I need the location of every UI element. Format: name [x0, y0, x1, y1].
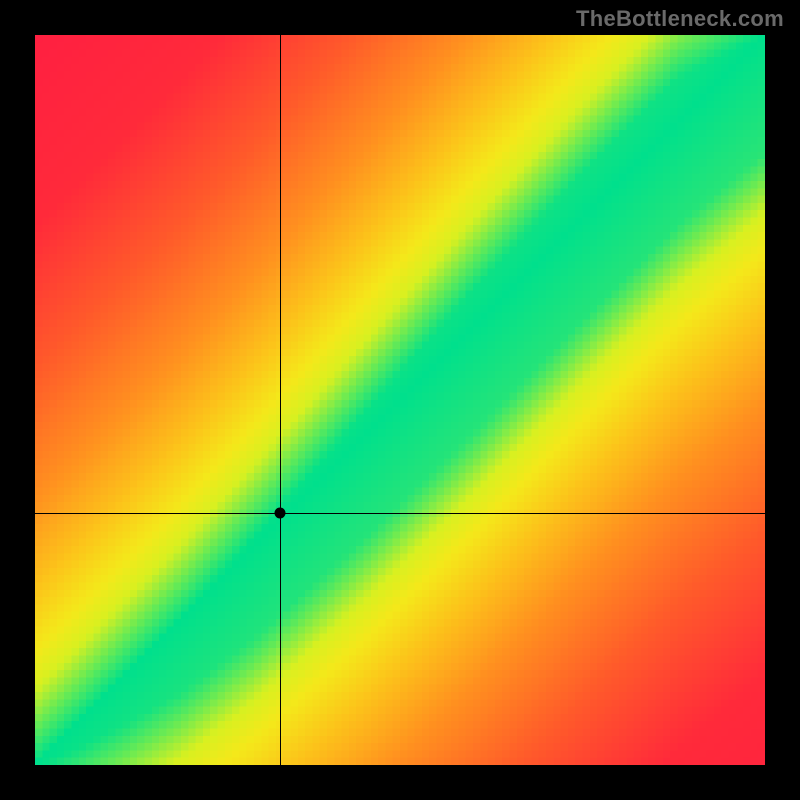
watermark-text: TheBottleneck.com — [576, 6, 784, 32]
heatmap-plot-area — [35, 35, 765, 765]
heatmap-canvas — [35, 35, 765, 765]
crosshair-vertical — [280, 35, 281, 765]
chart-frame: TheBottleneck.com — [0, 0, 800, 800]
crosshair-horizontal — [35, 513, 765, 514]
crosshair-marker[interactable] — [274, 508, 285, 519]
